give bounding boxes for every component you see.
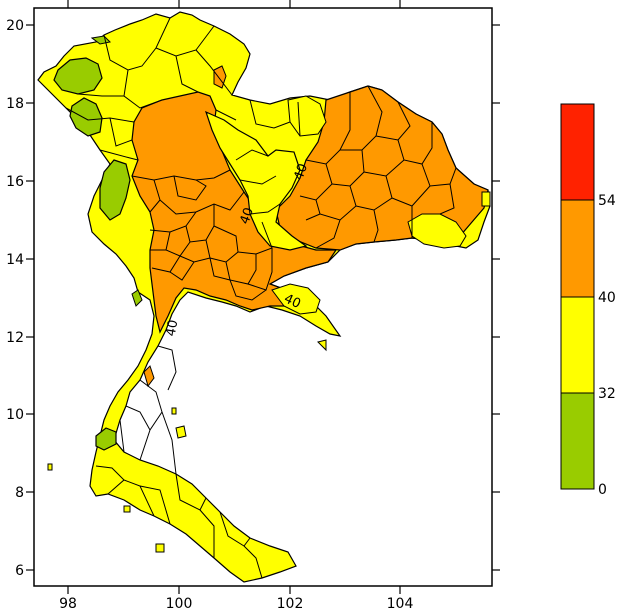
land-green-south: [95, 427, 117, 451]
legend-bin-red: [560, 103, 595, 201]
y-tick-label-10: 10: [6, 407, 24, 423]
province-boundaries: [65, 17, 457, 579]
land-orange-central: [131, 91, 338, 334]
x-tick-label-102: 102: [277, 596, 304, 610]
legend-label-0: 0: [598, 482, 607, 498]
contour-label-40-central: 40: [237, 206, 257, 227]
y-tick-label-14: 14: [6, 252, 24, 268]
y-tick-label-20: 20: [6, 18, 24, 34]
y-tick-label-12: 12: [6, 330, 24, 346]
x-tick-label-100: 100: [166, 596, 193, 610]
y-tick-label-6: 6: [15, 563, 24, 579]
contour-label-40-northeast: 40: [291, 162, 311, 183]
land-green-north-1: [53, 57, 103, 95]
land-yellow-highland: [205, 110, 308, 251]
y-axis: [26, 24, 500, 571]
legend-bin-yellow: [560, 296, 595, 394]
y-tick-label-18: 18: [6, 96, 24, 112]
legend-label-40: 40: [598, 290, 616, 306]
land-yellow-pocket-tip: [481, 191, 491, 207]
land-orange-patch-south: [143, 365, 155, 388]
legend-label-54: 54: [598, 193, 616, 209]
contour-label-40-isthmus: 40: [164, 319, 182, 338]
legend-bin-green: [560, 392, 595, 490]
color-legend: [560, 103, 595, 490]
x-tick-label-98: 98: [59, 596, 77, 610]
y-tick-label-16: 16: [6, 174, 24, 190]
contour-label-40-coast: 40: [282, 291, 303, 312]
map-area: 40 40 40 40: [37, 11, 491, 583]
land-yellow-pocket-north: [287, 95, 327, 137]
islands: [47, 339, 327, 553]
legend-label-32: 32: [598, 386, 616, 402]
y-tick-label-8: 8: [15, 485, 24, 501]
land-yellow-pocket-east: [407, 213, 467, 249]
land-green-north-2: [69, 97, 103, 137]
land-yellow-pocket-coast: [271, 283, 321, 315]
legend-bin-orange: [560, 199, 595, 298]
map-frame: [33, 7, 493, 587]
land-green-west: [99, 159, 131, 221]
land-green-small: [131, 289, 143, 307]
x-tick-label-104: 104: [387, 596, 414, 610]
x-axis: [67, 0, 401, 594]
